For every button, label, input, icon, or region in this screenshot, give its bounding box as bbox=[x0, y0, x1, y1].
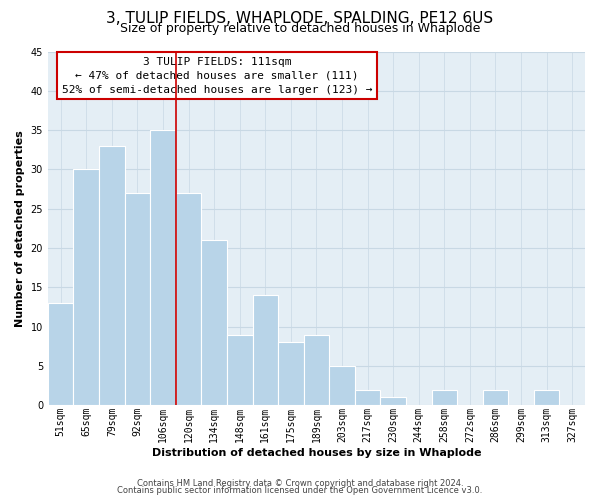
Bar bbox=[355, 390, 380, 406]
Text: 3, TULIP FIELDS, WHAPLODE, SPALDING, PE12 6US: 3, TULIP FIELDS, WHAPLODE, SPALDING, PE1… bbox=[106, 11, 494, 26]
Bar bbox=[176, 193, 202, 406]
Bar bbox=[150, 130, 176, 406]
Text: Contains HM Land Registry data © Crown copyright and database right 2024.: Contains HM Land Registry data © Crown c… bbox=[137, 478, 463, 488]
Bar bbox=[99, 146, 125, 406]
Bar bbox=[48, 303, 73, 406]
Bar bbox=[431, 390, 457, 406]
Text: Size of property relative to detached houses in Whaplode: Size of property relative to detached ho… bbox=[120, 22, 480, 35]
Bar bbox=[73, 170, 99, 406]
Bar bbox=[227, 334, 253, 406]
Bar bbox=[329, 366, 355, 406]
Y-axis label: Number of detached properties: Number of detached properties bbox=[15, 130, 25, 327]
Bar bbox=[380, 398, 406, 406]
Bar bbox=[278, 342, 304, 406]
Text: Contains public sector information licensed under the Open Government Licence v3: Contains public sector information licen… bbox=[118, 486, 482, 495]
X-axis label: Distribution of detached houses by size in Whaplode: Distribution of detached houses by size … bbox=[152, 448, 481, 458]
Text: 3 TULIP FIELDS: 111sqm
← 47% of detached houses are smaller (111)
52% of semi-de: 3 TULIP FIELDS: 111sqm ← 47% of detached… bbox=[62, 57, 373, 95]
Bar bbox=[304, 334, 329, 406]
Bar bbox=[534, 390, 559, 406]
Bar bbox=[125, 193, 150, 406]
Bar bbox=[253, 295, 278, 406]
Bar bbox=[202, 240, 227, 406]
Bar bbox=[482, 390, 508, 406]
